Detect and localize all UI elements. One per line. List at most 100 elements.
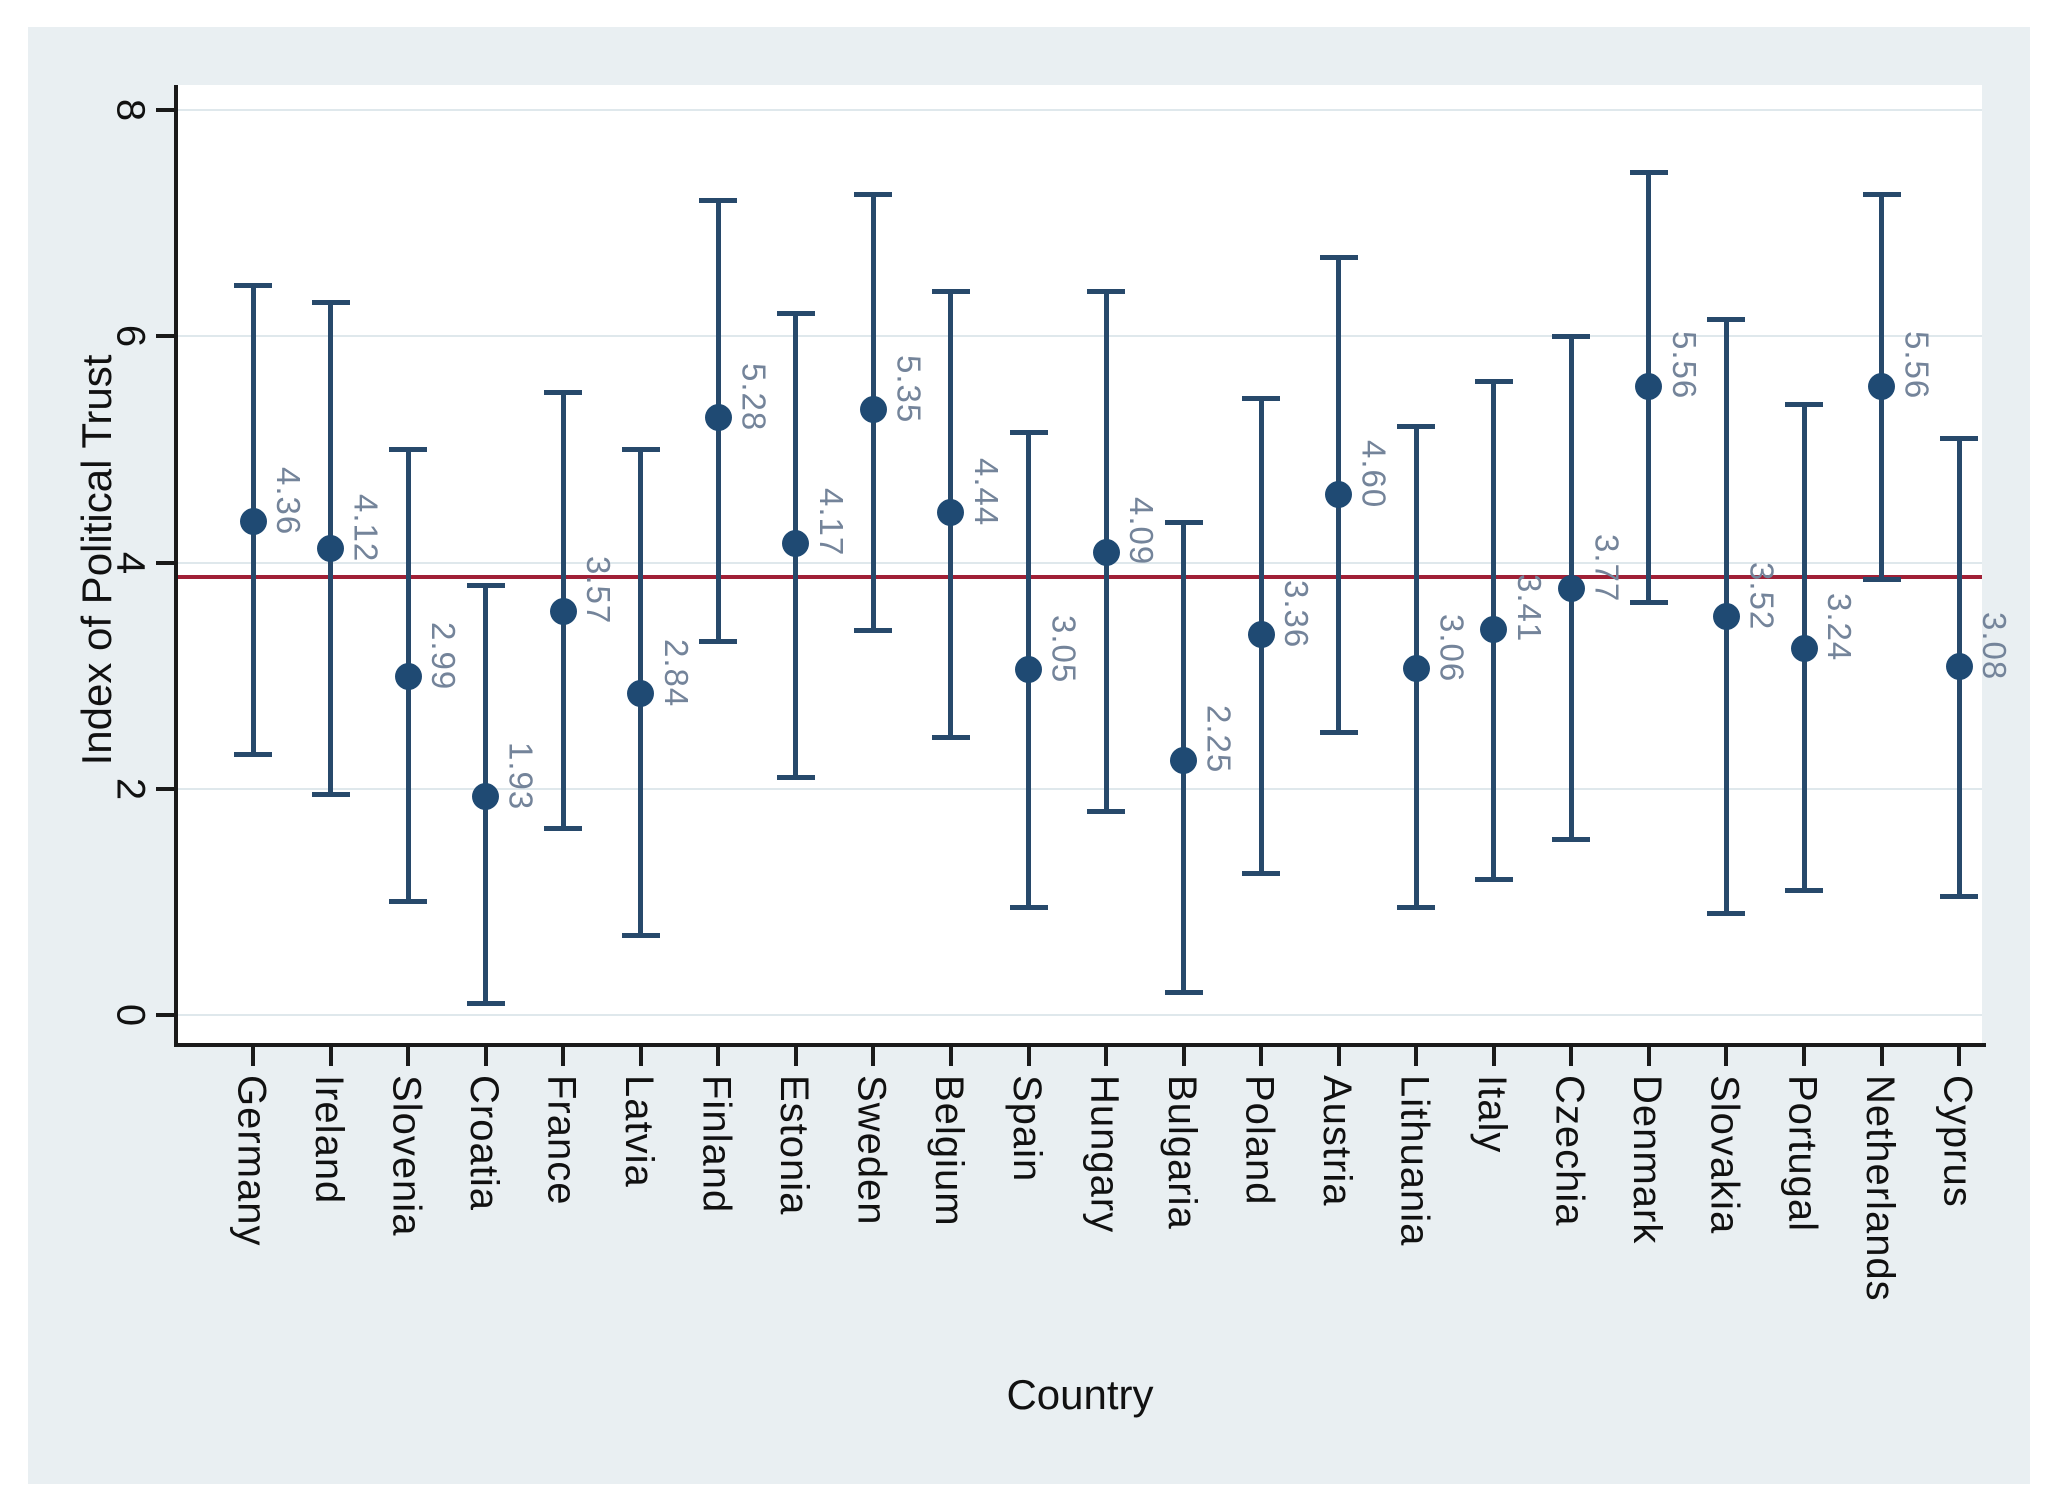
ci-upper-cap [311, 299, 350, 305]
ci-lower-cap [1397, 905, 1436, 911]
ci-lower-cap [311, 791, 350, 797]
data-point-marker [394, 663, 422, 691]
data-point-marker [937, 499, 965, 527]
x-axis-tick [1336, 1047, 1341, 1066]
ci-lower-cap [1707, 910, 1746, 916]
y-axis-tick [156, 334, 175, 339]
x-axis-tick [871, 1047, 876, 1066]
x-tick-label-country: France [539, 1075, 584, 1206]
x-tick-label-country: Poland [1237, 1075, 1282, 1206]
y-tick-label: 4 [108, 551, 153, 574]
x-tick-label-country: Germany [229, 1075, 274, 1247]
y-axis-tick [156, 560, 175, 565]
ci-upper-cap [1552, 333, 1591, 339]
point-value-label: 5.35 [890, 354, 928, 424]
y-axis-line [174, 85, 178, 1047]
data-point-marker [1480, 615, 1508, 643]
x-tick-label-country: Lithuania [1392, 1075, 1437, 1247]
ci-lower-cap [1087, 808, 1126, 814]
ci-lower-cap [389, 899, 428, 905]
x-axis-tick [406, 1047, 411, 1066]
ci-lower-cap [1629, 599, 1668, 605]
x-axis-tick [1104, 1047, 1109, 1066]
data-point-marker [549, 597, 577, 625]
point-value-label: 4.12 [347, 493, 385, 563]
x-axis-tick [948, 1047, 953, 1066]
point-value-label: 4.60 [1355, 439, 1393, 508]
point-value-label: 3.41 [1510, 574, 1548, 643]
x-tick-label-country: Denmark [1625, 1075, 1670, 1245]
x-tick-label-country: Croatia [461, 1075, 506, 1211]
data-point-marker [1402, 655, 1430, 683]
y-axis-tick [156, 786, 175, 791]
x-axis-tick [1646, 1047, 1651, 1066]
data-point-marker [1790, 634, 1818, 662]
ci-lower-cap [544, 825, 583, 831]
ci-upper-cap [699, 198, 738, 203]
point-value-label: 2.99 [425, 621, 463, 690]
point-value-label: 3.24 [1821, 593, 1858, 662]
x-tick-label-country: Slovenia [384, 1075, 429, 1237]
x-axis-tick [1026, 1047, 1031, 1066]
x-axis-title: Country [1006, 1371, 1154, 1418]
point-value-label: 4.36 [270, 466, 307, 535]
x-axis-line [174, 1043, 1986, 1047]
x-tick-label-country: Sweden [849, 1075, 894, 1226]
y-tick-label: 2 [108, 777, 153, 800]
ci-lower-cap [854, 627, 893, 633]
data-point-marker [1945, 653, 1973, 681]
point-value-label: 3.77 [1588, 533, 1626, 602]
x-tick-label-country: Bulgaria [1159, 1075, 1204, 1230]
ci-upper-cap [776, 311, 815, 317]
data-point-marker [1868, 372, 1896, 400]
ci-upper-cap [389, 446, 428, 452]
ci-upper-cap [1164, 520, 1203, 526]
point-value-label: 3.05 [1045, 614, 1083, 684]
x-axis-tick [1181, 1047, 1186, 1066]
x-tick-label-country: Latvia [617, 1075, 661, 1188]
x-tick-label-country: Austria [1314, 1075, 1359, 1207]
x-axis-tick [793, 1047, 798, 1066]
y-gridline [178, 109, 1982, 111]
data-point-marker [1170, 746, 1198, 774]
point-value-label: 1.93 [502, 741, 540, 810]
ci-upper-cap [544, 390, 583, 396]
x-axis-tick [1724, 1047, 1729, 1066]
point-value-label: 4.17 [812, 488, 850, 557]
data-point-marker [239, 508, 267, 536]
point-value-label: 3.52 [1743, 561, 1781, 631]
point-value-label: 3.36 [1278, 579, 1316, 649]
data-point-marker [1092, 538, 1120, 566]
x-axis-tick [561, 1047, 566, 1066]
ci-lower-cap [931, 735, 970, 741]
ci-lower-cap [1474, 876, 1513, 882]
y-tick-label: 6 [108, 325, 153, 348]
ci-upper-cap [1785, 401, 1823, 407]
x-tick-label-country: Netherlands [1857, 1075, 1902, 1302]
ci-upper-cap [1087, 288, 1126, 294]
x-axis-tick [1879, 1047, 1884, 1066]
point-value-label: 4.44 [967, 457, 1005, 526]
data-point-marker [859, 396, 887, 424]
ci-upper-cap [1862, 192, 1901, 198]
x-tick-label-country: Ireland [306, 1075, 351, 1205]
ci-upper-cap [234, 282, 272, 288]
mean-reference-line [178, 575, 1982, 580]
y-axis-tick [156, 1013, 175, 1017]
ci-lower-cap [621, 933, 660, 939]
x-tick-label-country: Finland [694, 1075, 739, 1214]
x-tick-label-country: Italy [1470, 1075, 1515, 1154]
point-value-label: 5.28 [735, 362, 773, 431]
x-axis-tick [251, 1047, 255, 1066]
point-value-label: 3.08 [1976, 611, 2014, 680]
x-axis-tick [1569, 1047, 1574, 1066]
point-value-label: 2.84 [657, 638, 695, 707]
point-value-label: 3.06 [1433, 613, 1471, 683]
y-axis-tick [156, 108, 175, 112]
point-value-label: 3.57 [580, 556, 618, 625]
x-tick-label-country: Portugal [1780, 1075, 1825, 1232]
x-axis-tick [638, 1047, 643, 1066]
y-gridline [178, 787, 1982, 790]
ci-upper-cap [1397, 424, 1436, 430]
ci-lower-cap [1940, 893, 1979, 899]
